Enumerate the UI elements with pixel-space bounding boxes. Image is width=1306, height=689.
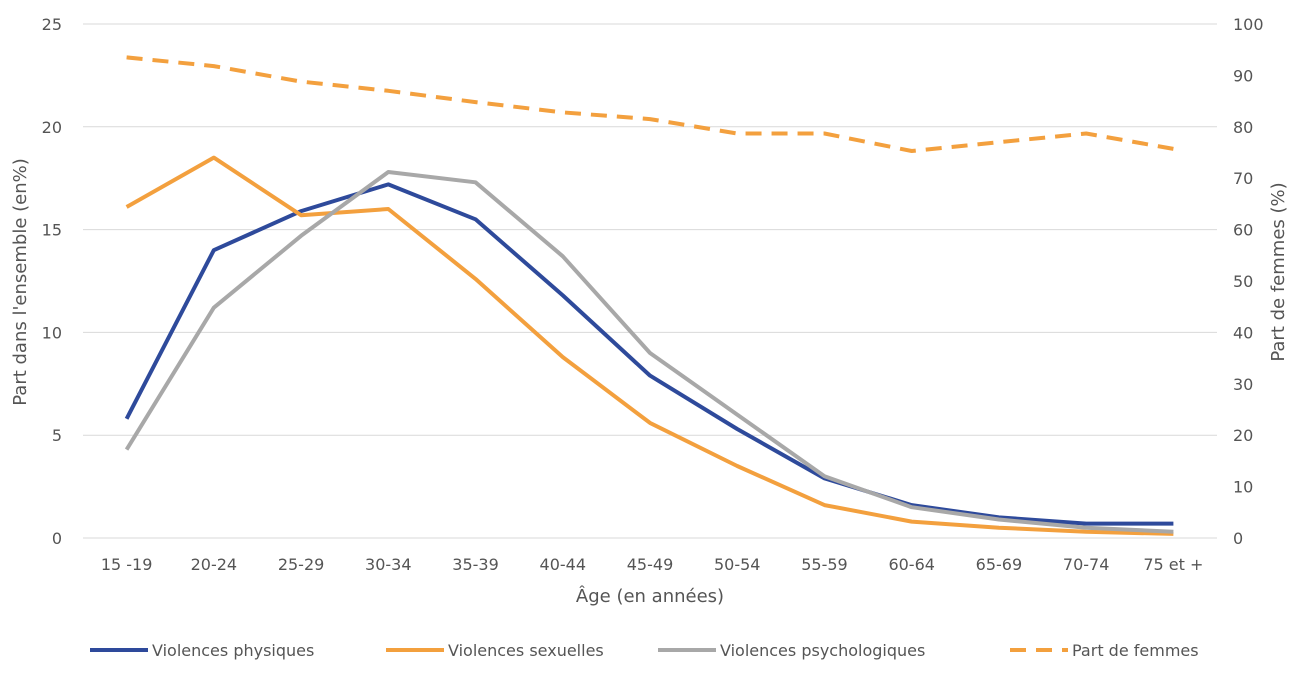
y2-tick-label: 90: [1233, 66, 1253, 85]
y2-tick-label: 30: [1233, 375, 1253, 394]
x-axis-ticks: 15 -19 20-24 25-29 30-34 35-39 40-44 45-49 50-5…: [101, 555, 1204, 574]
series-line: [126, 55, 1174, 153]
y-tick-label: 0: [52, 529, 62, 548]
y2-tick-label: 60: [1233, 221, 1253, 240]
y-tick-label: 10: [42, 323, 62, 342]
legend-label: Violences psychologiques: [720, 641, 925, 660]
x-tick-label: 25-29: [278, 555, 325, 574]
grid-lines: [83, 23, 1217, 539]
x-tick-label: 30-34: [365, 555, 412, 574]
y-tick-label: 15: [42, 221, 62, 240]
y2-tick-label: 10: [1233, 478, 1253, 497]
x-tick-label: 15 -19: [101, 555, 153, 574]
y-axis-right-title: Part de femmes (%): [1268, 182, 1289, 361]
x-axis-title: Âge (en années): [576, 585, 724, 607]
x-tick-label: 55-59: [801, 555, 848, 574]
legend-label: Violences physiques: [152, 641, 314, 660]
x-tick-label: 65-69: [976, 555, 1023, 574]
x-tick-label: 20-24: [191, 555, 238, 574]
y2-tick-label: 40: [1233, 323, 1253, 342]
x-tick-label: 45-49: [627, 555, 674, 574]
y-axis-right-ticks: 0 10 20 30 40 50 60 70 80 90 100: [1233, 15, 1264, 548]
legend: Violences physiques Violences sexuelles Vi…: [90, 641, 1199, 660]
y2-tick-label: 50: [1233, 272, 1253, 291]
series-line: [124, 182, 1174, 526]
x-tick-label: 60-64: [888, 555, 935, 574]
x-tick-label: 40-44: [540, 555, 587, 574]
y2-tick-label: 100: [1233, 15, 1264, 34]
y-axis-left-title: Part dans l'ensemble (en%): [10, 158, 31, 406]
x-tick-label: 75 et +: [1143, 555, 1203, 574]
y-tick-label: 20: [42, 118, 62, 137]
series-line: [124, 170, 1174, 534]
y2-tick-label: 0: [1233, 529, 1243, 548]
x-tick-label: 35-39: [452, 555, 499, 574]
y-axis-left-ticks: 0 5 10 15 20 25: [42, 15, 62, 548]
x-tick-label: 50-54: [714, 555, 761, 574]
y2-tick-label: 70: [1233, 169, 1253, 188]
y2-tick-label: 20: [1233, 426, 1253, 445]
y-tick-label: 25: [42, 15, 62, 34]
legend-label: Part de femmes: [1072, 641, 1199, 660]
x-tick-label: 70-74: [1063, 555, 1110, 574]
series-lines: [124, 55, 1174, 536]
y2-tick-label: 80: [1233, 118, 1253, 137]
y-tick-label: 5: [52, 426, 62, 445]
legend-label: Violences sexuelles: [448, 641, 604, 660]
series-line: [125, 155, 1174, 536]
